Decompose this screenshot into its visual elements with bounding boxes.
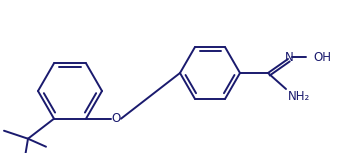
Text: O: O [111,112,121,125]
Text: NH₂: NH₂ [288,90,310,103]
Text: N: N [285,51,293,64]
Text: OH: OH [313,50,331,63]
